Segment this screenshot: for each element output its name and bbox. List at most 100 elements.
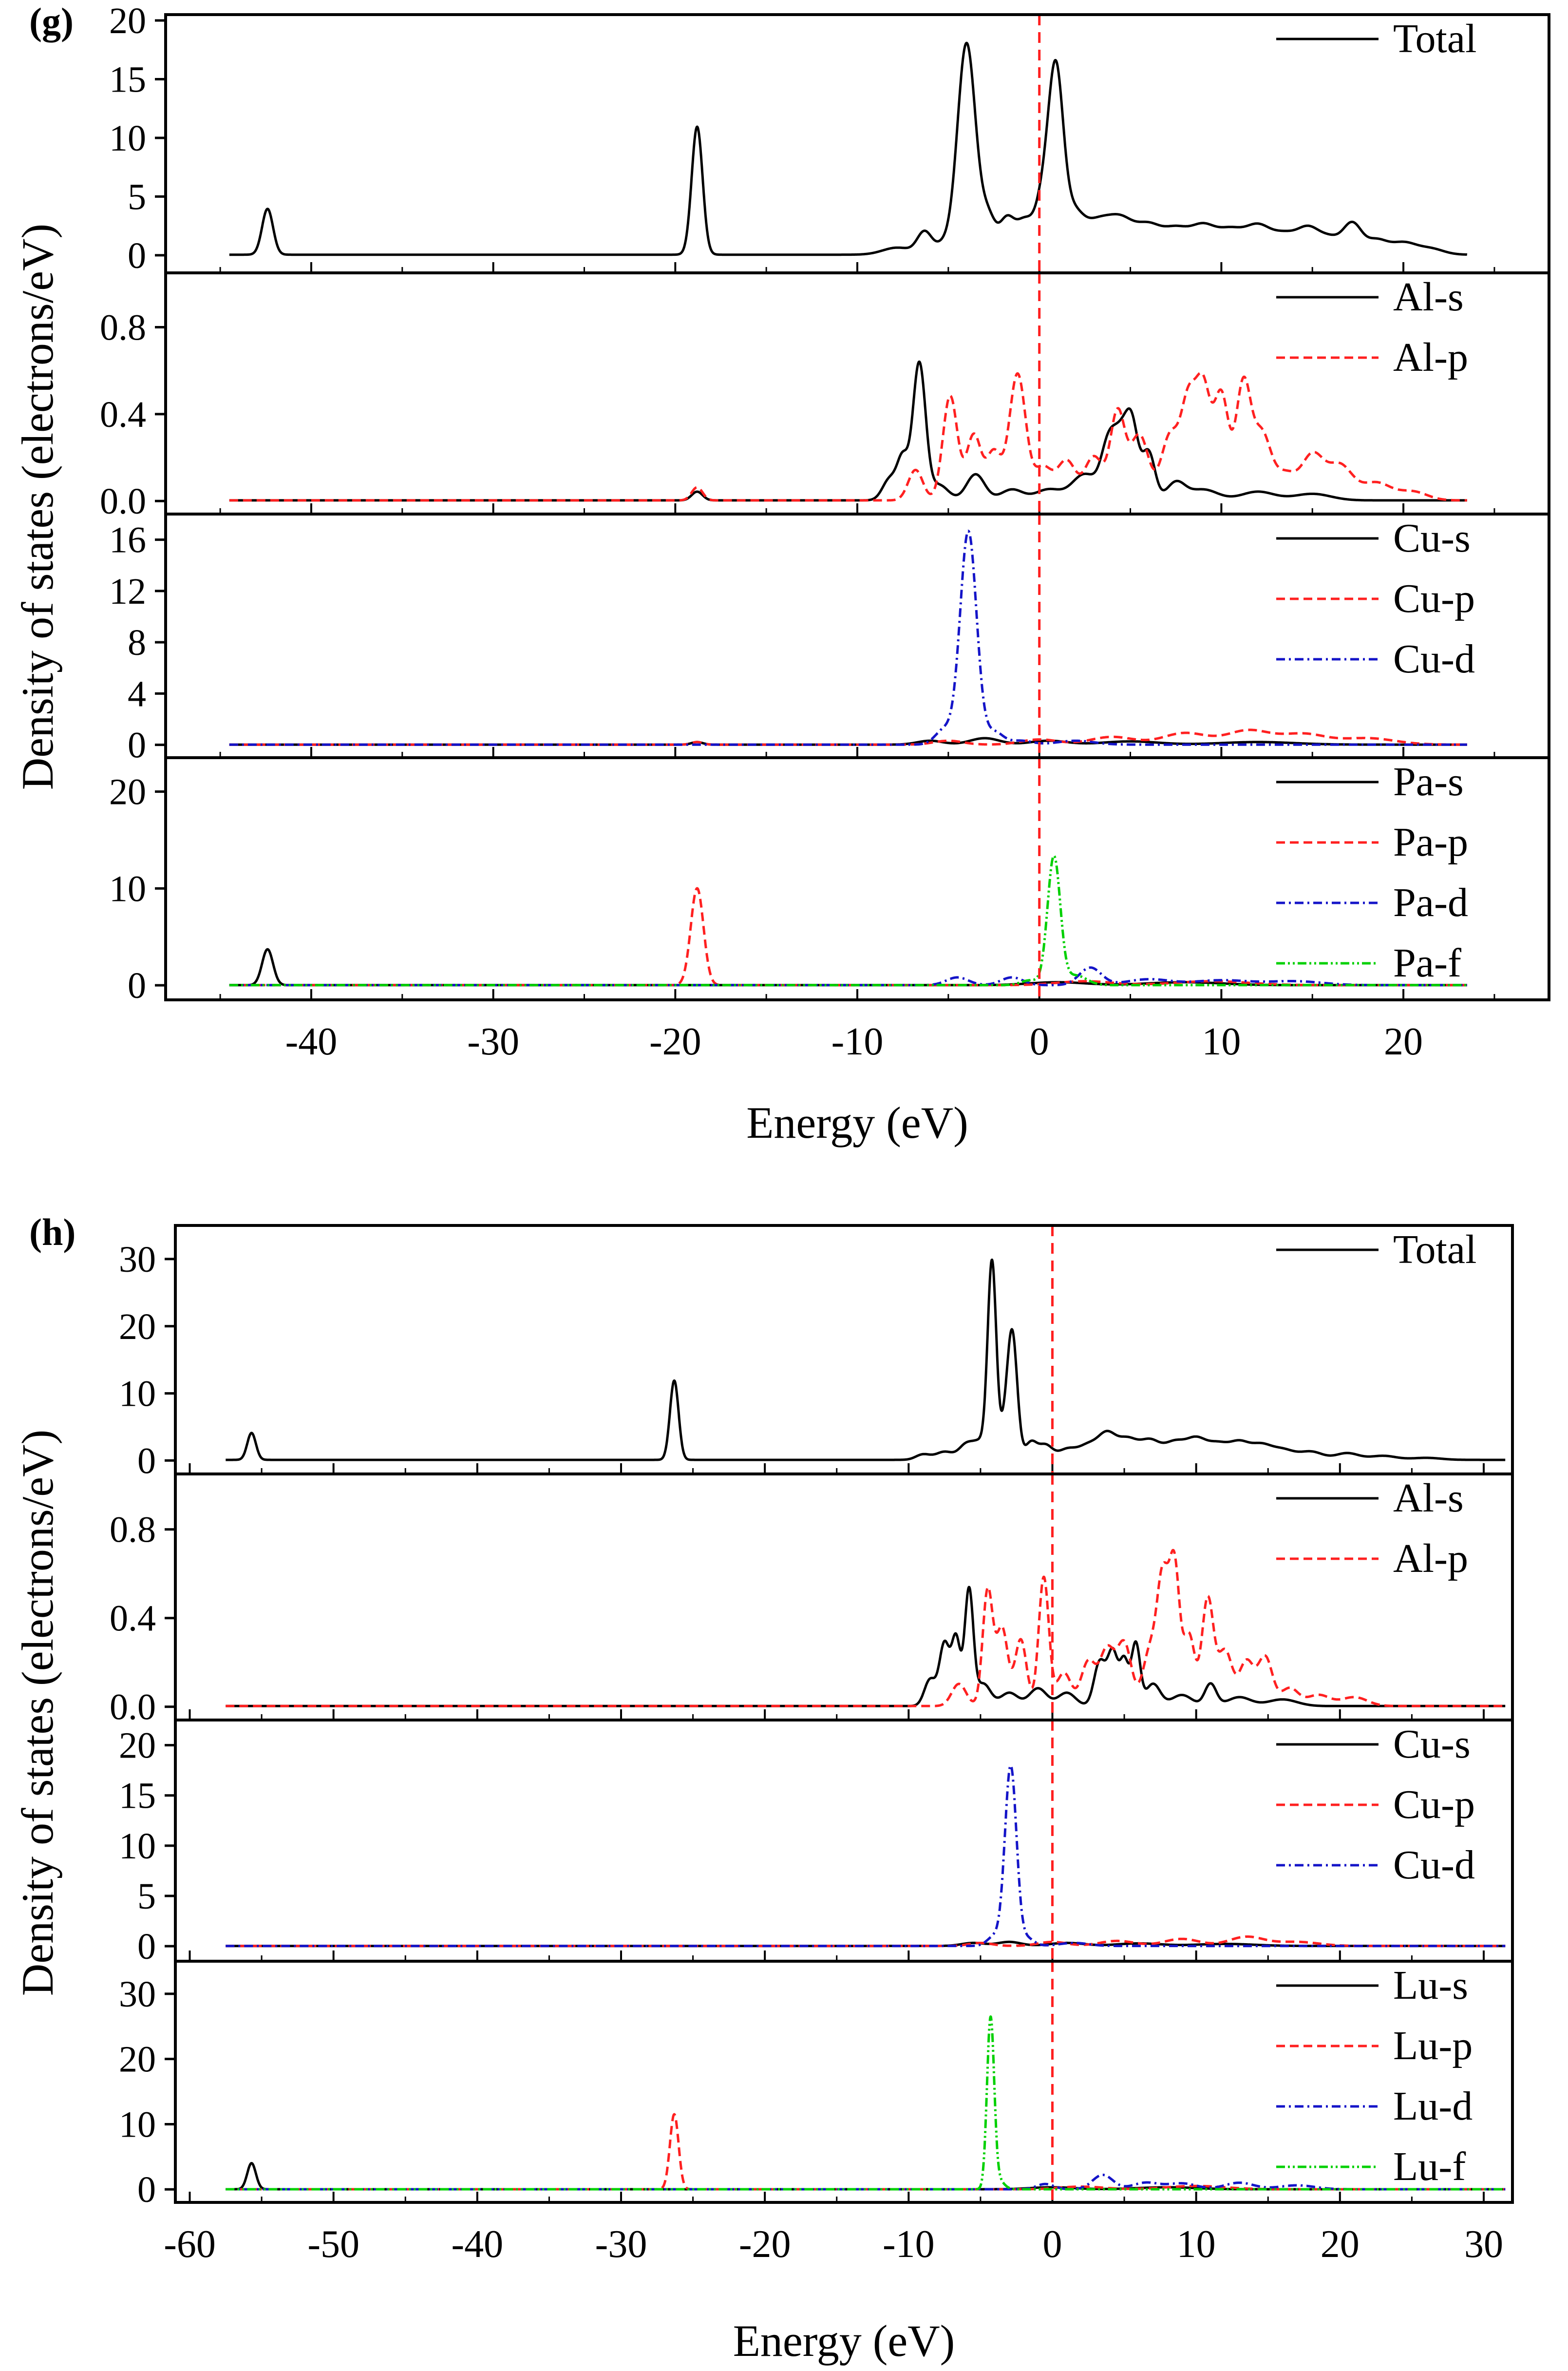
x-tick-label: 30	[1464, 2223, 1503, 2266]
y-axis-label: Density of states (electrons/eV)	[13, 1430, 62, 1996]
legend-label: Cu-s	[1393, 516, 1471, 561]
y-tick-label: 0	[137, 1926, 156, 1967]
legend: Cu-s Cu-p Cu-d	[1276, 1721, 1475, 1888]
series-group	[228, 530, 1468, 746]
y-tick-label: 16	[109, 520, 146, 561]
panel-label: (g)	[29, 0, 74, 42]
legend-label: Lu-d	[1393, 2084, 1473, 2129]
legend-label: Al-p	[1393, 1536, 1468, 1581]
y-tick-label: 0	[128, 965, 146, 1006]
y-tick-label: 30	[119, 1239, 156, 1280]
dos-panel-h: (h) 0 10 20 30 Total 0.0 0.4 0.8 Al-s Al-p 0 5 10 15 20…	[13, 1211, 1514, 2366]
y-tick-label: 20	[119, 2039, 156, 2080]
y-tick-label: 10	[109, 118, 146, 159]
subplot-frame	[164, 13, 1550, 274]
series-line-lu-p	[225, 2113, 1507, 2191]
legend-label: Pa-f	[1393, 940, 1461, 986]
subplot-3: 0 5 10 15 20 Cu-s Cu-p Cu-d	[119, 1719, 1514, 1967]
legend-label: Total	[1393, 16, 1476, 61]
x-tick-label: -20	[649, 1020, 701, 1063]
y-axis-label: Density of states (electrons/eV)	[13, 224, 62, 790]
series-line-al-p	[225, 1549, 1507, 1707]
series-line-total	[228, 41, 1468, 256]
legend: Total	[1276, 1227, 1476, 1272]
series-line-pa-f	[228, 854, 1468, 987]
series-group	[225, 1549, 1507, 1707]
series-line-pa-s	[228, 948, 1468, 987]
x-tick-label: -40	[285, 1020, 338, 1063]
series-group	[225, 1764, 1507, 1948]
series-line-lu-s	[225, 2162, 1507, 2191]
x-tick-label: 10	[1202, 1020, 1241, 1063]
legend-label: Al-s	[1393, 1475, 1464, 1521]
series-line-pa-d	[228, 966, 1468, 987]
legend-label: Al-p	[1393, 335, 1468, 380]
y-tick-label: 10	[109, 868, 146, 909]
y-tick-label: 0.0	[110, 1687, 156, 1728]
series-line-lu-d	[225, 2174, 1507, 2191]
x-tick-label: -50	[307, 2223, 359, 2266]
y-tick-label: 20	[119, 1306, 156, 1347]
legend: Pa-s Pa-p Pa-d Pa-f	[1276, 759, 1468, 986]
subplot-2: 0.0 0.4 0.8 Al-s Al-p	[100, 271, 1550, 522]
series-group	[228, 854, 1468, 987]
dos-panel-g: (g) 0 5 10 15 20 Total 0.0 0.4 0.8 Al-s Al-p 0 4 8 12 16…	[13, 0, 1550, 1147]
x-tick-label: 0	[1030, 1020, 1049, 1063]
panel-label: (h)	[29, 1211, 76, 1253]
y-tick-label: 8	[128, 622, 146, 663]
y-tick-label: 20	[109, 772, 146, 813]
y-tick-label: 10	[119, 1826, 156, 1867]
series-line-cu-p	[225, 1935, 1507, 1948]
y-tick-label: 0	[137, 1440, 156, 1481]
y-tick-label: 10	[119, 2104, 156, 2145]
y-tick-label: 0.4	[110, 1598, 156, 1639]
y-tick-label: 30	[119, 1974, 156, 2015]
y-tick-label: 0	[137, 2169, 156, 2210]
y-tick-label: 20	[109, 0, 146, 41]
series-group	[225, 1258, 1507, 1461]
legend-label: Cu-d	[1393, 636, 1475, 682]
legend-label: Pa-d	[1393, 880, 1468, 925]
subplot-3: 0 4 8 12 16 Cu-s Cu-p Cu-d	[109, 513, 1550, 766]
series-line-al-p	[228, 371, 1468, 502]
series-line-lu-f	[225, 2015, 1507, 2191]
legend-label: Lu-f	[1393, 2144, 1466, 2189]
y-tick-label: 0	[128, 725, 146, 766]
y-tick-label: 12	[109, 571, 146, 612]
legend: Lu-s Lu-p Lu-d Lu-f	[1276, 1963, 1473, 2189]
y-tick-label: 5	[137, 1876, 156, 1917]
series-line-total	[225, 1258, 1507, 1461]
y-tick-label: 10	[119, 1374, 156, 1415]
y-tick-label: 20	[119, 1725, 156, 1766]
legend-label: Lu-p	[1393, 2023, 1473, 2068]
y-tick-label: 15	[109, 59, 146, 100]
subplot-frame	[174, 1719, 1514, 1963]
x-tick-label: -30	[467, 1020, 519, 1063]
y-tick-label: 0.8	[100, 307, 146, 348]
x-tick-label: -30	[595, 2223, 647, 2266]
x-tick-label: -10	[883, 2223, 935, 2266]
subplot-2: 0.0 0.4 0.8 Al-s Al-p	[110, 1472, 1514, 1728]
x-axis-label: Energy (eV)	[733, 2316, 955, 2366]
subplot-frame	[164, 271, 1550, 516]
series-group	[225, 2015, 1507, 2191]
subplot-1: 0 10 20 30 Total	[119, 1224, 1514, 1481]
legend-label: Cu-s	[1393, 1721, 1471, 1767]
x-tick-label: 20	[1321, 2223, 1360, 2266]
legend: Cu-s Cu-p Cu-d	[1276, 516, 1475, 682]
legend-label: Cu-d	[1393, 1842, 1475, 1888]
y-tick-label: 0.8	[110, 1510, 156, 1550]
y-tick-label: 0.4	[100, 394, 146, 435]
subplot-frame	[174, 1224, 1514, 1475]
legend-label: Total	[1393, 1227, 1476, 1272]
y-tick-label: 4	[128, 673, 146, 714]
y-tick-label: 0.0	[100, 481, 146, 522]
legend-label: Pa-s	[1393, 759, 1464, 804]
legend: Total	[1276, 16, 1476, 61]
series-line-cu-d	[228, 530, 1468, 746]
subplot-frame	[164, 513, 1550, 759]
x-tick-label: 20	[1384, 1020, 1423, 1063]
subplot-frame	[164, 756, 1550, 1001]
legend-label: Cu-p	[1393, 576, 1475, 621]
